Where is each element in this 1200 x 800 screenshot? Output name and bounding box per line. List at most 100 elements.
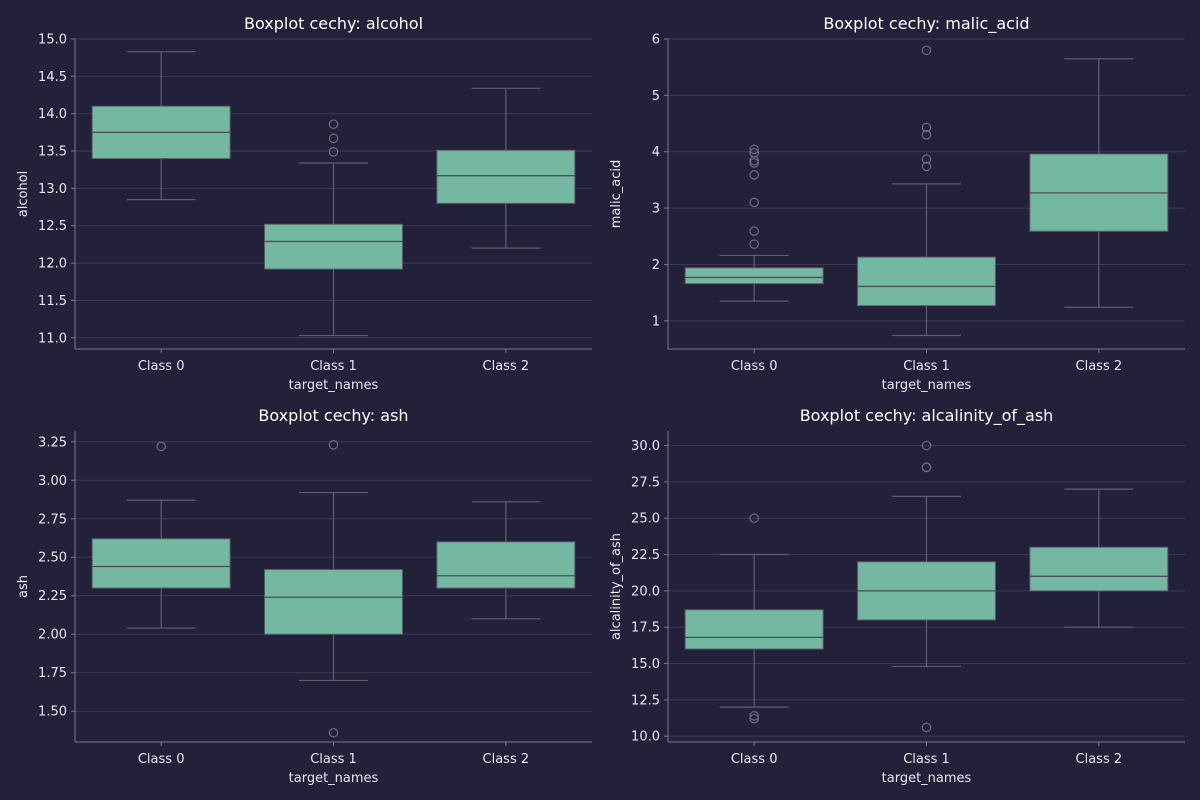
outlier-point: [328, 146, 339, 157]
chart-title: Boxplot cechy: ash: [258, 406, 408, 425]
x-tick-label: Class 2: [1076, 752, 1123, 767]
x-tick-label: Class 2: [483, 752, 530, 767]
outlier-point: [749, 226, 759, 236]
x-tick-label: Class 2: [483, 359, 530, 374]
y-tick-label: 1.50: [38, 705, 67, 720]
outlier-point: [921, 122, 932, 133]
y-tick-label: 22.5: [631, 548, 660, 563]
outlier-point: [921, 154, 932, 164]
outlier-point: [749, 711, 759, 721]
y-tick-label: 20.0: [631, 584, 660, 599]
y-tick-label: 2.25: [38, 589, 67, 604]
outlier-point: [749, 713, 759, 724]
outlier-point: [921, 440, 932, 451]
x-tick-label: Class 1: [310, 359, 357, 374]
chart-title: Boxplot cechy: alcalinity_of_ash: [800, 406, 1054, 426]
x-axis-label: target_names: [289, 771, 379, 786]
box-iqr: [264, 569, 403, 635]
chart-panel-2: 1 2 3 4 5 6 Class 0 Class 1 Class 2 target_names m…: [609, 14, 1185, 393]
outlier-point: [921, 161, 932, 172]
y-tick-label: 12.0: [38, 257, 67, 272]
y-axis-label: malic_acid: [609, 160, 624, 228]
outlier-point: [328, 727, 339, 738]
x-axis-label: target_names: [882, 771, 972, 786]
box-group: [264, 119, 403, 337]
x-tick-label: Class 0: [731, 752, 778, 767]
y-tick-label: 11.5: [38, 294, 67, 309]
outlier-point: [749, 170, 759, 180]
x-tick-label: Class 0: [138, 359, 185, 374]
box-iqr: [91, 538, 231, 589]
outlier-point: [921, 130, 932, 140]
box-iqr: [684, 609, 824, 650]
chart-title: Boxplot cechy: malic_acid: [823, 14, 1029, 34]
y-tick-label: 13.0: [38, 182, 67, 197]
x-axis-label: target_names: [882, 378, 972, 393]
y-tick-label: 27.5: [631, 475, 660, 490]
x-tick-label: Class 1: [310, 752, 357, 767]
x-tick-label: Class 2: [1076, 359, 1123, 374]
chart-panel-3: 1.50 1.75 2.00 2.25 2.50 2.75 3.00 3.25 Class 0 C…: [16, 406, 592, 786]
y-tick-label: 1.75: [38, 666, 67, 681]
box-group: [684, 144, 824, 302]
chart-title: Boxplot cechy: alcohol: [244, 14, 423, 33]
box-iqr: [264, 223, 403, 270]
y-tick-label: 4: [652, 145, 660, 160]
y-tick-label: 15.0: [38, 33, 67, 48]
y-tick-label: 14.0: [38, 107, 67, 122]
y-tick-label: 5: [652, 89, 660, 104]
x-tick-label: Class 1: [903, 359, 950, 374]
y-tick-label: 12.5: [631, 693, 660, 708]
outlier-point: [749, 239, 759, 249]
y-tick-label: 6: [652, 33, 660, 48]
chart-panel-1: 11.0 11.5 12.0 12.5 13.0 13.5 14.0 14.5 15.0 Clas…: [16, 14, 592, 393]
box-group: [857, 45, 996, 337]
box-group: [91, 51, 231, 201]
y-tick-label: 17.5: [631, 621, 660, 636]
box-iqr: [436, 149, 576, 204]
y-tick-label: 12.5: [38, 219, 67, 234]
x-tick-label: Class 1: [903, 752, 950, 767]
outlier-point: [328, 133, 339, 144]
box-group: [857, 440, 996, 733]
box-group: [684, 513, 824, 724]
y-tick-label: 2.75: [38, 512, 67, 527]
outlier-point: [921, 462, 932, 473]
outlier-point: [921, 722, 932, 733]
box-group: [264, 440, 403, 738]
y-tick-label: 3: [652, 202, 660, 217]
y-tick-label: 30.0: [631, 439, 660, 454]
y-axis-label: ash: [16, 575, 31, 598]
y-axis-label: alcohol: [16, 171, 31, 217]
outlier-point: [156, 441, 166, 452]
y-tick-label: 2.00: [38, 628, 67, 643]
y-tick-label: 2.50: [38, 551, 67, 566]
outlier-point: [921, 45, 932, 56]
y-tick-label: 3.00: [38, 474, 67, 489]
box-group: [436, 87, 576, 249]
y-tick-label: 13.5: [38, 145, 67, 160]
box-iqr: [684, 267, 824, 285]
y-tick-label: 11.0: [38, 331, 67, 346]
box-group: [1029, 488, 1169, 628]
y-tick-label: 3.25: [38, 435, 67, 450]
y-tick-label: 15.0: [631, 657, 660, 672]
outlier-point: [749, 148, 759, 158]
x-tick-label: Class 0: [731, 359, 778, 374]
outlier-point: [328, 119, 339, 129]
box-group: [436, 501, 576, 620]
y-axis-label: alcalinity_of_ash: [609, 533, 624, 640]
outlier-point: [328, 440, 339, 450]
y-tick-label: 25.0: [631, 512, 660, 527]
outlier-point: [749, 197, 759, 208]
y-tick-label: 14.5: [38, 70, 67, 85]
y-tick-label: 10.0: [631, 730, 660, 745]
outlier-point: [749, 513, 759, 523]
box-iqr: [1029, 546, 1169, 592]
chart-panel-4: 10.0 12.5 15.0 17.5 20.0 22.5 25.0 27.5 30.0 Clas…: [609, 406, 1185, 786]
box-iqr: [857, 256, 996, 307]
outlier-point: [749, 144, 759, 155]
x-tick-label: Class 0: [138, 752, 185, 767]
y-tick-label: 2: [652, 258, 660, 273]
